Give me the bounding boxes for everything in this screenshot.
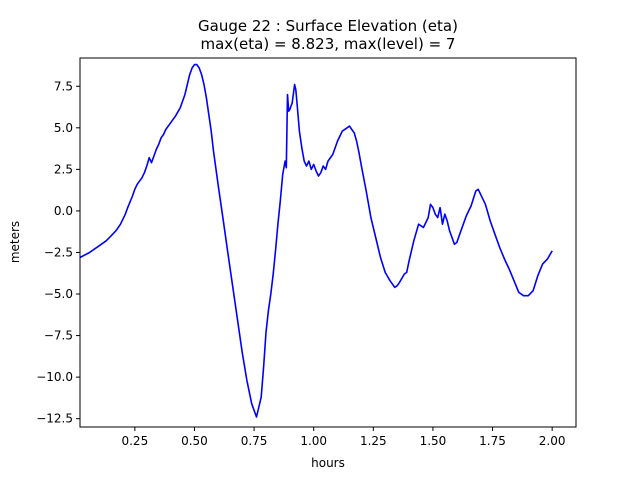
chart-title-line1: Gauge 22 : Surface Elevation (eta)	[198, 17, 458, 35]
y-tick-label: −7.5	[44, 329, 73, 343]
x-tick-label: 0.25	[121, 434, 148, 448]
y-tick-label: 7.5	[54, 79, 73, 93]
eta-series-line	[79, 63, 553, 418]
x-axis-ticks: 0.25 0.50 0.75 1.00 1.25 1.50 1.75 2.00	[121, 427, 566, 448]
plot-area	[79, 63, 553, 418]
y-tick-label: 0.0	[54, 204, 73, 218]
x-tick-label: 0.50	[181, 434, 208, 448]
y-tick-label: −10.0	[36, 370, 73, 384]
y-tick-label: 2.5	[54, 162, 73, 176]
chart-title-line2: max(eta) = 8.823, max(level) = 7	[201, 35, 456, 53]
x-tick-label: 0.75	[241, 434, 268, 448]
x-tick-label: 2.00	[539, 434, 566, 448]
y-tick-label: −12.5	[36, 412, 73, 426]
plot-frame	[79, 57, 577, 428]
x-tick-label: 1.50	[420, 434, 447, 448]
y-axis-label: meters	[8, 221, 22, 263]
x-axis-label: hours	[311, 456, 345, 470]
x-tick-label: 1.75	[479, 434, 506, 448]
y-axis-ticks: −12.5 −10.0 −7.5 −5.0 −2.5 0.0 2.5 5.0 7.5	[36, 79, 80, 426]
y-tick-label: 5.0	[54, 121, 73, 135]
y-tick-label: −5.0	[44, 287, 73, 301]
x-tick-label: 1.00	[300, 434, 327, 448]
y-tick-label: −2.5	[44, 245, 73, 259]
x-tick-label: 1.25	[360, 434, 387, 448]
